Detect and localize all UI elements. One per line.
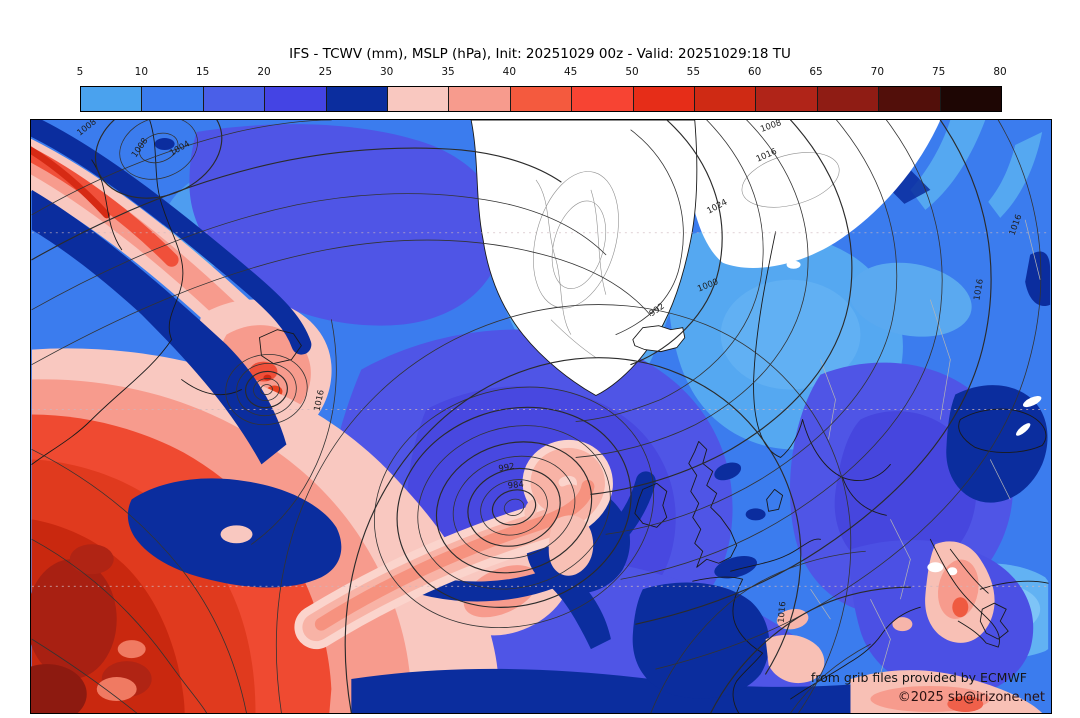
iceland [632, 325, 686, 353]
attribution-copyright: ©2025 sb@irizone.net [897, 690, 1045, 705]
colorbar-tick: 30 [379, 66, 394, 78]
map-frame: 1008 1008 1004 1016 992 984 1024 1016 1008 1000 99… [30, 119, 1052, 714]
colorbar-segment [817, 87, 880, 111]
colorbar-tick: 75 [931, 66, 946, 78]
chart-title: IFS - TCWV (mm), MSLP (hPa), Init: 20251… [289, 46, 791, 62]
colorbar-segment [142, 87, 204, 111]
isobars [31, 120, 1042, 713]
isobar-label: 1016 [776, 601, 788, 623]
colorbar-segment [203, 87, 266, 111]
colorbar-tick: 45 [563, 66, 578, 78]
colorbar-tick: 20 [257, 66, 271, 78]
attribution-ecmwf: from grib files provided by ECMWF [810, 670, 1027, 685]
colorbar-segment [940, 87, 1002, 111]
colorbar-tick: 5 [76, 66, 84, 78]
colorbar-segment [449, 87, 511, 111]
colorbar-segment [695, 87, 757, 111]
colorbar-segment [633, 87, 696, 111]
colorbar-tick: 70 [870, 66, 885, 78]
country-borders [810, 219, 1041, 675]
colorbar-segment [879, 87, 941, 111]
greenland [470, 120, 698, 397]
isobar-label: 1016 [971, 278, 985, 301]
colorbar-segment [388, 87, 450, 111]
tcwv-spiral-band [294, 440, 613, 650]
colorbar-tick: 65 [809, 66, 823, 78]
isobar-label: 1016 [312, 389, 326, 412]
isobar-label: 992 [498, 461, 516, 474]
colorbar-segment [756, 87, 818, 111]
colorbar-tick: 10 [134, 66, 149, 78]
colorbar-tick: 40 [502, 66, 517, 78]
colorbar-tick: 25 [318, 66, 333, 78]
colorbar-tick: 55 [686, 66, 701, 78]
colorbar-segment [326, 87, 389, 111]
colorbar-tick: 15 [195, 66, 210, 78]
colorbar-tick: 80 [993, 66, 1007, 78]
colorbar-segment [265, 87, 327, 111]
colorbar-tick: 60 [747, 66, 762, 78]
colorbar-segment [81, 87, 143, 111]
colorbar-tick: 35 [441, 66, 455, 78]
colorbar-ticks: 5 10 15 20 25 30 35 40 45 50 55 60 65 70 75 80 [76, 66, 1007, 81]
colorbar-segment [510, 87, 573, 111]
graticule [31, 232, 1051, 587]
colorbar-tick: 50 [625, 66, 639, 78]
dry-white-regions [470, 120, 1042, 576]
isobar-label: 984 [507, 479, 524, 491]
colorbar-segments [80, 86, 1002, 112]
colorbar-segment [572, 87, 634, 111]
